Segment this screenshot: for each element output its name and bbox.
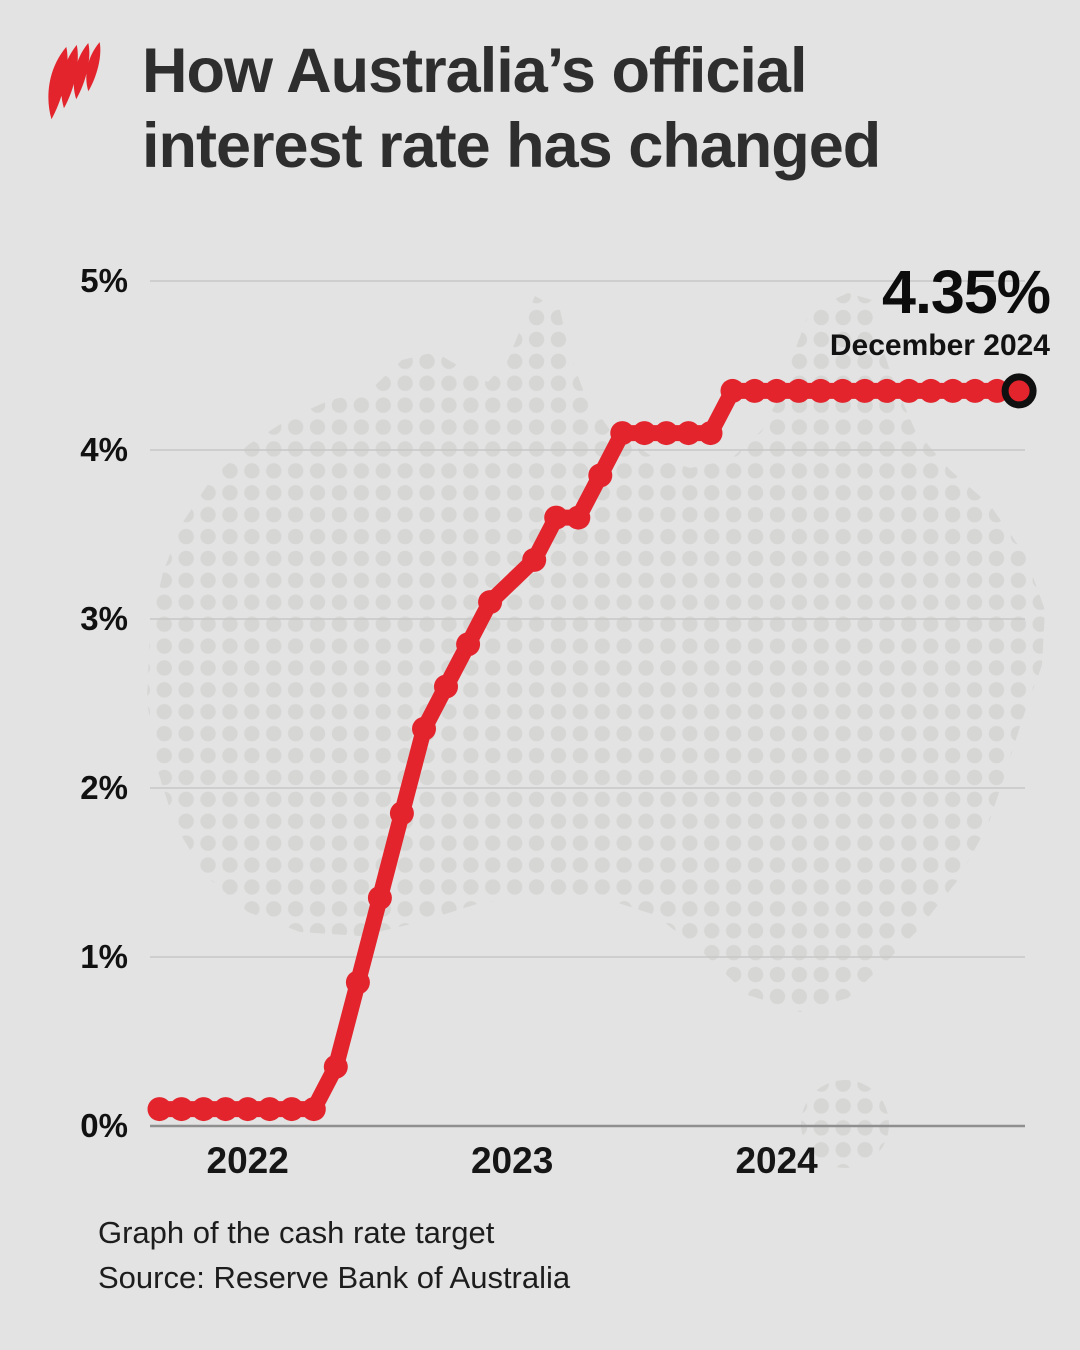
data-point-dot: [434, 674, 458, 699]
data-point-dot: [742, 378, 767, 403]
australia-dot-map: [147, 293, 1045, 1168]
data-point-dot: [191, 1097, 216, 1122]
data-point-dot: [852, 378, 877, 403]
data-point-dot: [874, 378, 899, 403]
page-title: How Australia’s official interest rate h…: [142, 34, 881, 184]
data-point-dot: [676, 421, 701, 446]
data-point-dot: [235, 1097, 260, 1122]
title-line-1: How Australia’s official: [142, 36, 807, 106]
data-point-dot: [367, 885, 392, 910]
data-point-dot: [830, 378, 855, 403]
data-point-dot: [478, 590, 503, 615]
data-point-dot: [808, 378, 833, 403]
data-point-dot: [412, 716, 436, 741]
title-line-2: interest rate has changed: [142, 111, 881, 181]
data-point-dot: [610, 421, 635, 446]
data-point-dot: [764, 378, 789, 403]
data-point-dot: [169, 1097, 194, 1122]
end-date-label: December 2024: [829, 329, 1050, 362]
data-point-dot: [544, 505, 569, 530]
chart-source: Source: Reserve Bank of Australia: [98, 1260, 571, 1295]
data-point-dot: [566, 505, 591, 530]
sbs-logo-icon: [48, 42, 101, 120]
data-point-dot: [896, 378, 921, 403]
data-point-dot: [213, 1097, 238, 1122]
data-point-dot: [918, 378, 943, 403]
data-point-dot: [389, 801, 414, 826]
chart-caption: Graph of the cash rate target: [98, 1215, 495, 1250]
data-point-dot: [279, 1097, 304, 1122]
data-point-dot: [345, 970, 370, 995]
data-point-dot: [456, 632, 481, 657]
rate-line: [147, 373, 1037, 1122]
footer: Graph of the cash rate target Source: Re…: [98, 1210, 570, 1300]
end-annotation: 4.35% December 2024: [829, 258, 1051, 365]
data-point-dot: [698, 421, 723, 446]
data-point-dot: [257, 1097, 282, 1122]
data-point-dot: [522, 547, 547, 572]
data-point-dot: [963, 378, 987, 403]
data-point-dot: [323, 1054, 348, 1079]
data-point-dot: [147, 1097, 172, 1122]
data-point-dot: [632, 421, 657, 446]
gridlines: [150, 280, 1025, 1128]
data-point-dot: [654, 421, 679, 446]
data-point-dot: [588, 463, 613, 488]
data-point-dot: [720, 378, 745, 403]
end-rate-label: 4.35%: [882, 258, 1051, 326]
end-marker: [1001, 373, 1037, 409]
data-point-dot: [940, 378, 965, 403]
data-point-dot: [786, 378, 811, 403]
data-point-dot: [301, 1097, 326, 1122]
